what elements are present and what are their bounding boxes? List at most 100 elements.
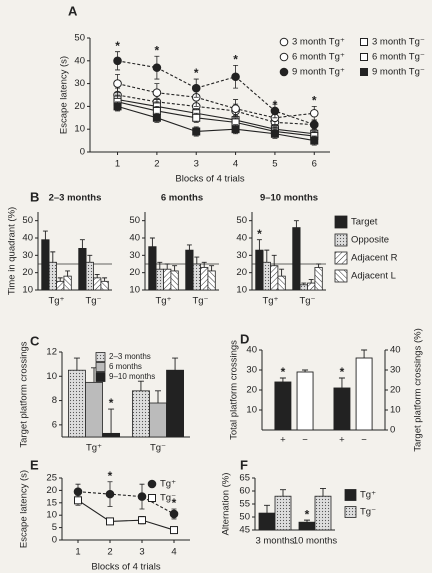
bar-pattern: [163, 269, 171, 290]
legend-label: 3 month Tg⁺: [292, 37, 345, 48]
bar: [85, 381, 103, 438]
legend-marker: [279, 67, 289, 77]
x-tick-label: +: [339, 435, 345, 446]
legend-label: Tg⁻: [160, 493, 176, 504]
x-tick-label: −: [302, 435, 308, 446]
y-tick-label: 15: [46, 497, 57, 508]
bar-pattern: [300, 284, 308, 290]
x-tick-label: Tg⁺: [86, 443, 102, 454]
y-tick-label: 8: [52, 395, 57, 406]
x-tick-label: 2: [154, 159, 159, 170]
error-bar: [308, 279, 314, 284]
legend-label: 9 month Tg⁺: [292, 67, 345, 78]
series-line: [117, 101, 315, 137]
point: [106, 517, 114, 526]
bar: [298, 521, 316, 531]
error-bar: [256, 239, 262, 251]
panel-label: B: [30, 189, 39, 204]
point: [113, 56, 122, 66]
y-tick-label: 45: [239, 525, 250, 536]
bar-pattern: [63, 276, 72, 290]
error-bar: [87, 254, 93, 263]
y-tick-label: 10: [246, 405, 257, 416]
legend-swatch: [344, 489, 357, 501]
error-bar: [271, 254, 277, 266]
y-tick-label: 55: [239, 499, 250, 510]
y-tick-label: 50: [129, 215, 140, 226]
x-axis-label: Blocks of 4 trials: [91, 562, 160, 573]
point: [113, 79, 122, 88]
point: [113, 102, 122, 111]
legend-label: 9 month Tg⁻: [372, 67, 425, 78]
point: [152, 63, 162, 72]
bar: [102, 432, 120, 438]
point: [137, 492, 147, 501]
axis-label: Escape latency (s): [59, 56, 70, 134]
significance-mark: *: [340, 365, 345, 379]
x-tick-label: 10 months: [293, 536, 338, 547]
legend-label: 6 month Tg⁺: [292, 52, 345, 63]
bar-pattern: [100, 281, 109, 290]
y-tick-label: 25: [46, 473, 57, 484]
y-tick-label: 30: [129, 250, 140, 261]
bar: [255, 249, 264, 291]
series-line: [117, 105, 315, 142]
y-tick-label: 10: [22, 285, 33, 296]
significance-mark: *: [257, 227, 262, 241]
significance-mark: *: [109, 396, 114, 410]
error-bar: [57, 277, 63, 282]
point: [73, 487, 83, 496]
bar-pattern: [207, 270, 216, 290]
y-tick-label: 12: [46, 347, 57, 358]
legend-swatch-pattern: [345, 506, 356, 518]
legend-label: Adjacent L: [351, 271, 396, 282]
y-tick-label: 40: [74, 55, 85, 66]
legend-swatch-pattern: [335, 252, 347, 264]
y-tick-label: 30: [390, 365, 401, 376]
significance-mark: *: [233, 53, 238, 67]
significance-mark: *: [172, 496, 177, 510]
legend-marker: [147, 479, 157, 489]
axis-label: Target platform crossings: [19, 341, 30, 447]
legend-label: Adjacent R: [351, 253, 398, 264]
error-bar: [157, 261, 163, 270]
error-bar: [186, 244, 192, 251]
y-tick-label: 20: [236, 267, 247, 278]
bar: [41, 239, 50, 291]
error-bar: [280, 489, 286, 497]
x-tick-label: 3: [194, 159, 199, 170]
point: [170, 526, 178, 535]
bar: [333, 387, 351, 431]
x-tick-label: 3: [139, 547, 144, 558]
significance-mark: *: [305, 507, 310, 521]
error-bar: [194, 256, 200, 264]
error-bar: [155, 390, 161, 403]
y-tick-label: 50: [236, 215, 247, 226]
error-bar: [94, 273, 100, 278]
bar-pattern: [277, 276, 286, 290]
bar: [78, 247, 87, 291]
point: [310, 136, 319, 145]
x-tick-label: Tg⁺: [48, 296, 64, 307]
bar: [274, 381, 292, 431]
x-tick-label: Tg⁻: [299, 296, 315, 307]
x-tick-label: 1: [75, 547, 80, 558]
legend-label: 2–3 months: [109, 352, 151, 361]
point: [270, 129, 279, 138]
y-tick-label: 10: [46, 510, 57, 521]
point: [231, 104, 240, 113]
point: [191, 83, 201, 93]
panel-label: E: [30, 457, 39, 472]
y-tick-label: 30: [22, 250, 33, 261]
legend-label: Target: [351, 217, 378, 228]
bar-pattern: [93, 277, 101, 290]
bar-pattern: [200, 267, 208, 290]
error-bar: [264, 249, 270, 263]
y-tick-label: 50: [22, 215, 33, 226]
y-tick-label: 40: [236, 233, 247, 244]
bar: [166, 369, 185, 438]
point: [309, 108, 319, 118]
bar: [148, 246, 157, 291]
y-tick-label: 50: [74, 33, 85, 44]
